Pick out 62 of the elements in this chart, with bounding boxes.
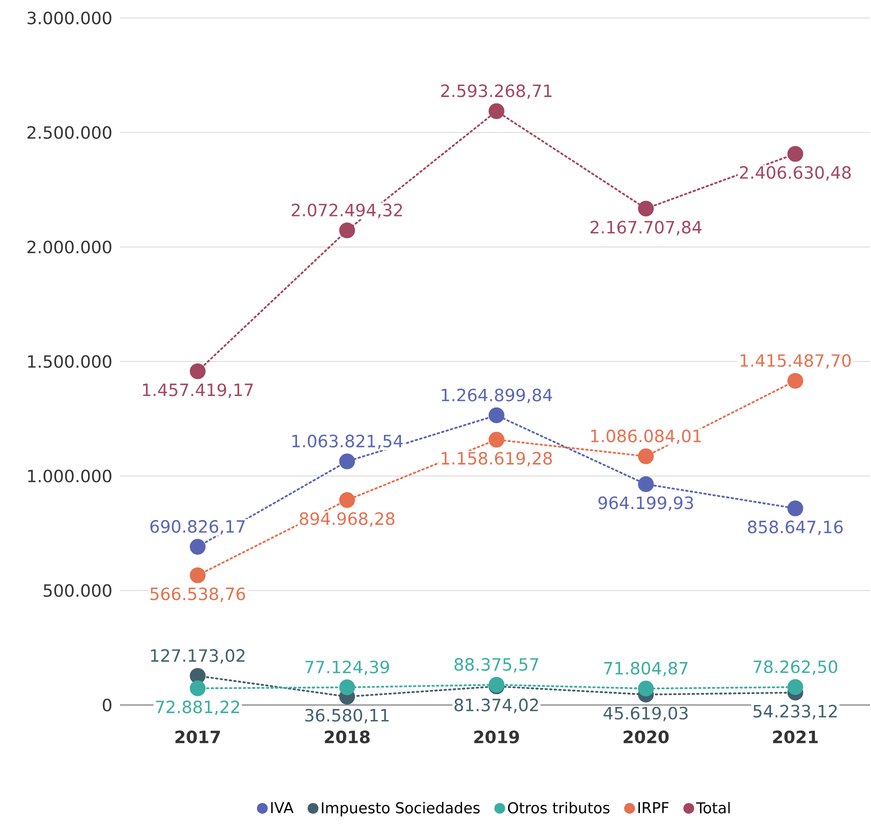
legend-label: Total <box>696 802 730 814</box>
data-label: 2.593.268,71 <box>441 84 552 99</box>
point <box>190 567 206 584</box>
data-label: 72.881,22 <box>156 700 240 716</box>
point <box>190 668 206 684</box>
point <box>339 679 355 696</box>
data-label: 78.262,50 <box>754 660 838 675</box>
data-label: 1.158.619,28 <box>442 452 552 466</box>
point <box>339 222 355 238</box>
data-label: 2.167.707,84 <box>590 220 702 236</box>
data-label: 566.538,76 <box>150 587 246 602</box>
point <box>638 680 654 696</box>
data-label: 1.086.084,01 <box>591 430 701 444</box>
x-tick-label: 2019 <box>474 730 519 744</box>
data-label: 71.804,87 <box>604 662 688 676</box>
point <box>787 500 804 516</box>
data-label: 1.264.899,84 <box>442 388 552 404</box>
point <box>638 200 654 216</box>
point <box>190 363 206 380</box>
point <box>339 492 355 508</box>
data-label: 1.415.487,70 <box>740 354 851 369</box>
point <box>488 407 504 424</box>
point <box>787 372 804 389</box>
legend-label: IVA <box>271 802 294 814</box>
legend-label: Otros tributos <box>508 802 610 814</box>
y-tick-label: 3.000.000 <box>28 12 112 24</box>
data-label: 45.619,03 <box>604 706 688 722</box>
y-tick-label: 0 <box>102 698 112 712</box>
data-label: 964.199,93 <box>598 496 694 511</box>
data-label: 81.374,02 <box>454 698 538 714</box>
data-label: 690.826,17 <box>150 520 245 535</box>
data-label: 894.968,28 <box>300 512 394 527</box>
x-tick-label: 2020 <box>624 730 669 744</box>
point <box>488 432 504 448</box>
y-tick-label: 1.000.000 <box>28 470 112 482</box>
point <box>488 103 504 120</box>
data-label: 77.124,39 <box>305 660 389 676</box>
data-label: 1.063.821,54 <box>292 434 403 450</box>
data-label: 36.580,11 <box>305 708 389 724</box>
y-tick-label: 2.000.000 <box>28 240 112 254</box>
data-label: 54.233,12 <box>754 704 837 720</box>
legend-label: IRPF <box>638 802 668 814</box>
point <box>638 476 654 492</box>
point <box>638 448 654 464</box>
data-label: 1.457.419,17 <box>142 383 253 398</box>
x-tick-label: 2018 <box>324 730 370 744</box>
data-label: 858.647,16 <box>748 520 843 536</box>
x-tick-label: 2017 <box>175 730 220 744</box>
data-label: 2.406.630,48 <box>740 166 851 181</box>
point <box>190 680 206 696</box>
point <box>787 679 804 695</box>
data-label: 2.072.494,32 <box>292 204 402 218</box>
y-tick-label: 1.500.000 <box>28 355 112 368</box>
y-tick-label: 2.500.000 <box>28 126 112 139</box>
y-tick-label: 500.000 <box>44 584 112 597</box>
data-label: 88.375,57 <box>454 658 538 673</box>
point <box>339 453 355 470</box>
point <box>190 538 206 555</box>
point <box>787 146 804 162</box>
legend-label: Impuesto Sociedades <box>322 802 480 816</box>
x-tick-label: 2021 <box>773 730 818 744</box>
data-label: 127.173,02 <box>151 649 244 664</box>
